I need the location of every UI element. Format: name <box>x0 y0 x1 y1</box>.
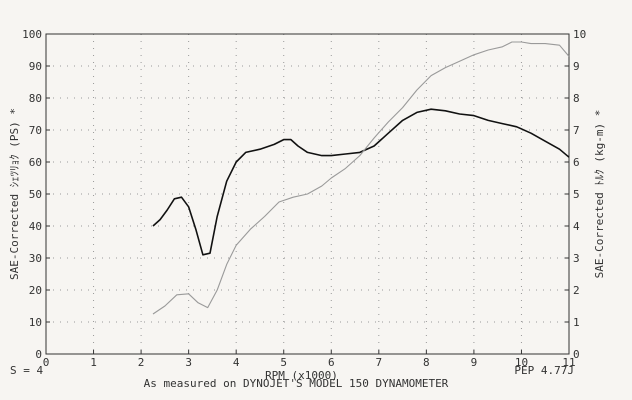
y-left-tick-label: 70 <box>29 124 42 137</box>
y-right-axis-label: SAE-Corrected ﾄﾙｸ (kg-m) * <box>593 110 606 279</box>
x-tick-label: 7 <box>376 356 383 369</box>
y-right-tick-label: 10 <box>573 28 586 41</box>
y-left-tick-label: 30 <box>29 252 42 265</box>
x-tick-label: 3 <box>185 356 192 369</box>
y-right-tick-label: 5 <box>573 188 580 201</box>
footer-left-text: S = 4 <box>10 364 43 377</box>
power-series-line <box>152 41 570 315</box>
y-left-tick-label: 40 <box>29 220 42 233</box>
x-tick-label: 4 <box>233 356 240 369</box>
x-tick-label: 2 <box>138 356 145 369</box>
y-right-tick-label: 8 <box>573 92 580 105</box>
y-left-tick-label: 50 <box>29 188 42 201</box>
y-right-tick-label: 2 <box>573 284 580 297</box>
x-tick-label: 0 <box>43 356 50 369</box>
footer-center-text: As measured on DYNOJET'S MODEL 150 DYNAM… <box>144 377 449 390</box>
torque-series-line <box>152 108 570 256</box>
y-left-axis-label: SAE-Corrected ｼｪﾂﾘｮｸ (PS) * <box>8 108 21 280</box>
footer-right-text: PEP 4.77J <box>514 364 574 377</box>
y-left-tick-label: 80 <box>29 92 42 105</box>
x-tick-label: 5 <box>280 356 287 369</box>
y-right-tick-label: 0 <box>573 348 580 361</box>
y-right-tick-label: 7 <box>573 124 580 137</box>
x-tick-label: 6 <box>328 356 335 369</box>
y-left-tick-label: 100 <box>22 28 42 41</box>
x-tick-label: 1 <box>90 356 97 369</box>
x-tick-label: 9 <box>471 356 478 369</box>
y-right-tick-label: 3 <box>573 252 580 265</box>
x-tick-label: 8 <box>423 356 430 369</box>
x-tick-label: 10 <box>515 356 528 369</box>
x-tick-label: 11 <box>562 356 575 369</box>
y-left-tick-label: 10 <box>29 316 42 329</box>
y-left-tick-label: 20 <box>29 284 42 297</box>
y-right-tick-label: 6 <box>573 156 580 169</box>
x-axis-label: RPM (x1000) <box>265 369 338 382</box>
y-right-tick-label: 1 <box>573 316 580 329</box>
y-left-tick-label: 90 <box>29 60 42 73</box>
y-right-tick-label: 9 <box>573 60 580 73</box>
y-right-tick-label: 4 <box>573 220 580 233</box>
y-left-tick-label: 0 <box>35 348 42 361</box>
y-left-tick-label: 60 <box>29 156 42 169</box>
